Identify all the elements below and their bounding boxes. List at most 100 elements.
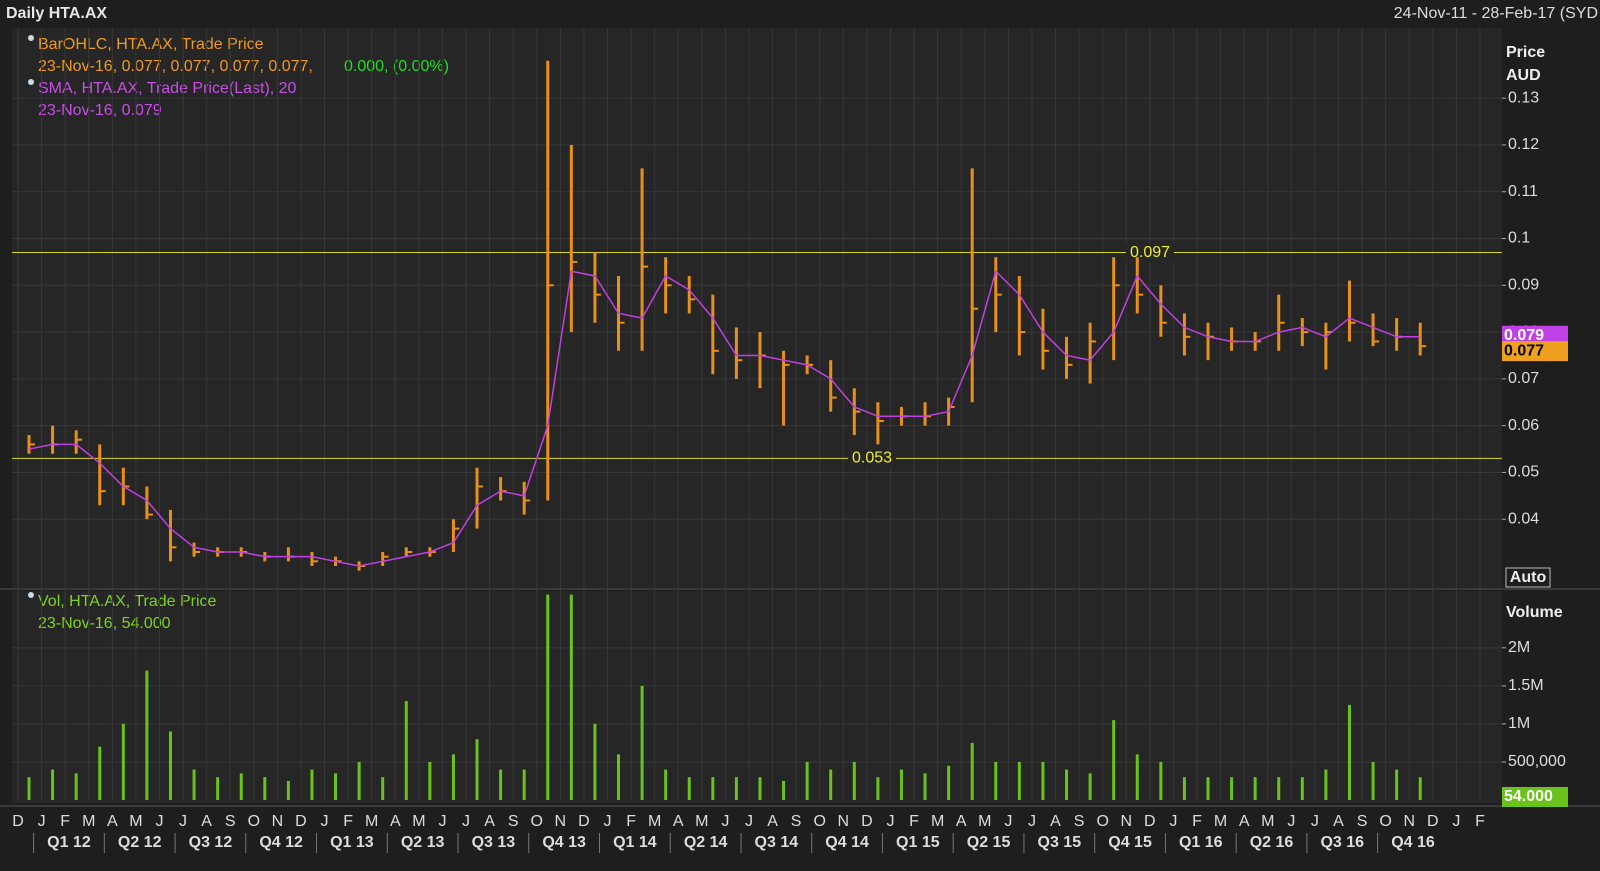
y-tick-label: 0.05 [1508,464,1539,481]
y-tick-label: 0.12 [1508,136,1539,153]
x-tick-label: J [604,813,612,830]
x-tick-label: N [555,813,567,830]
y2-tick-label: 2M [1508,639,1530,656]
quarter-label: Q4 13 [542,834,586,851]
x-tick-label: F [626,813,636,830]
x-tick-label: F [909,813,919,830]
legend-sma: SMA, HTA.AX, Trade Price(Last), 20 [38,80,297,97]
quarter-label: Q2 14 [684,834,728,851]
y-tick-label: 0.11 [1508,183,1538,200]
y-tick-label: 0.09 [1508,277,1539,294]
x-tick-label: J [155,813,163,830]
currency-label: AUD [1506,67,1541,84]
x-tick-label: A [484,813,495,830]
x-tick-label: D [578,813,590,830]
y-tick-label: 0.06 [1508,417,1539,434]
x-tick-label: M [82,813,95,830]
y-tick-label: 0.13 [1508,89,1539,106]
legend-icon [28,35,34,41]
legend-sma-values: 23-Nov-16, 0.079 [38,102,162,119]
hline-label: 0.053 [852,450,892,467]
x-tick-label: M [1261,813,1274,830]
x-tick-label: F [1192,813,1202,830]
price-axis-label: Price [1506,44,1545,61]
x-tick-label: D [861,813,873,830]
quarter-label: Q3 14 [755,834,799,851]
x-tick-label: M [365,813,378,830]
legend-vol: Vol, HTA.AX, Trade Price [38,593,217,610]
price-panel [12,28,1502,588]
x-tick-label: A [1239,813,1250,830]
y2-tick-label: 1M [1508,715,1530,732]
badge-volume-bg [1502,787,1568,807]
quarter-label: Q3 13 [472,834,516,851]
x-tick-label: S [791,813,802,830]
x-tick-label: J [1028,813,1036,830]
badge-volume: 54.000 [1504,788,1553,805]
x-tick-label: S [225,813,236,830]
quarter-label: Q2 12 [118,834,162,851]
quarter-label: Q4 12 [259,834,303,851]
quarter-label: Q2 15 [967,834,1011,851]
y2-tick-label: 1.5M [1508,677,1544,694]
quarter-label: Q2 16 [1250,834,1294,851]
x-tick-label: J [1004,813,1012,830]
quarter-label: Q2 13 [401,834,445,851]
x-tick-label: M [648,813,661,830]
y-tick-label: 0.04 [1508,510,1539,527]
legend-icon [28,592,34,598]
x-tick-label: J [721,813,729,830]
legend-ohlc-change: 0.000, (0.00%) [344,58,449,75]
x-tick-label: M [695,813,708,830]
y-tick-label: 0.07 [1508,370,1539,387]
x-tick-label: D [1144,813,1156,830]
x-tick-label: M [1214,813,1227,830]
x-tick-label: F [343,813,353,830]
x-tick-label: A [107,813,118,830]
x-tick-label: N [272,813,284,830]
quarter-label: Q1 15 [896,834,940,851]
x-tick-label: J [462,813,470,830]
volume-axis-label: Volume [1506,604,1563,621]
x-tick-label: J [1452,813,1460,830]
x-tick-label: J [1311,813,1319,830]
x-tick-label: J [745,813,753,830]
x-tick-label: J [1287,813,1295,830]
x-tick-label: A [673,813,684,830]
x-tick-label: A [956,813,967,830]
x-tick-label: S [1074,813,1085,830]
x-tick-label: M [129,813,142,830]
y-tick-label: 0.1 [1508,230,1530,247]
hline-label-bg [1126,243,1174,262]
quarter-label: Q4 16 [1391,834,1435,851]
date-range: 24-Nov-11 - 28-Feb-17 (SYD [1394,5,1598,22]
quarter-label: Q4 14 [825,834,869,851]
x-tick-label: D [12,813,24,830]
x-tick-label: O [248,813,260,830]
legend-vol-values: 23-Nov-16, 54.000 [38,615,171,632]
volume-panel [12,591,1502,803]
x-tick-label: D [295,813,307,830]
quarter-label: Q1 13 [330,834,374,851]
auto-button[interactable] [1505,567,1551,588]
x-tick-label: S [1357,813,1368,830]
x-tick-label: O [813,813,825,830]
y2-tick-label: 500,000 [1508,753,1566,770]
quarter-label: Q1 12 [47,834,91,851]
x-tick-label: F [60,813,70,830]
x-tick-label: J [886,813,894,830]
x-tick-label: J [438,813,446,830]
hline-label-bg [848,449,896,468]
auto-label[interactable]: Auto [1510,569,1547,586]
quarter-label: Q1 14 [613,834,657,851]
x-tick-label: A [767,813,778,830]
x-tick-label: F [1475,813,1485,830]
badge-sma-bg [1502,325,1568,346]
x-tick-label: J [38,813,46,830]
quarter-label: Q3 16 [1320,834,1364,851]
x-tick-label: A [390,813,401,830]
legend-icon [28,79,34,85]
x-tick-label: D [1427,813,1439,830]
